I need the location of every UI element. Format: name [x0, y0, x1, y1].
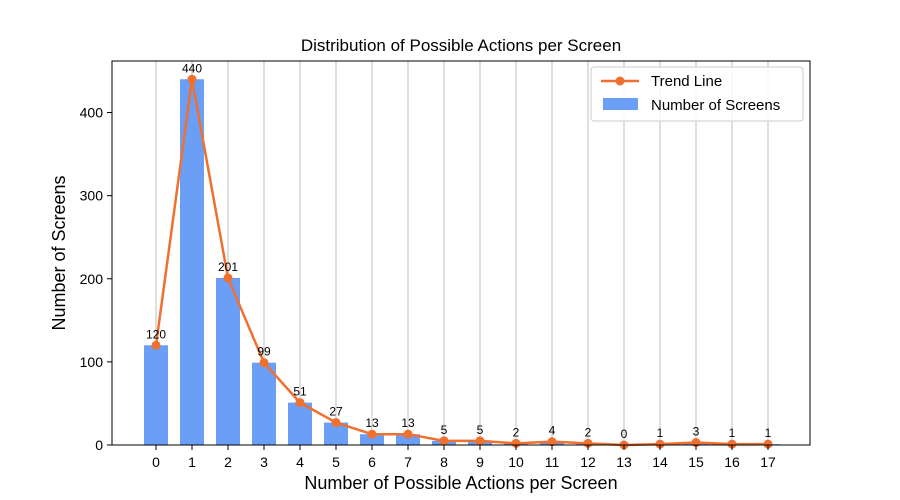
x-tick-label-5: 5	[332, 454, 340, 470]
data-label-11: 4	[549, 424, 556, 438]
legend-bar-swatch	[603, 98, 638, 110]
x-tick-label-6: 6	[368, 454, 376, 470]
x-tick-label-3: 3	[260, 454, 268, 470]
data-label-2: 201	[218, 260, 238, 274]
x-tick-label-8: 8	[440, 454, 448, 470]
chart-title: Distribution of Possible Actions per Scr…	[301, 36, 621, 55]
data-label-13: 0	[621, 427, 628, 441]
x-tick-label-15: 15	[688, 454, 704, 470]
x-tick-label-14: 14	[652, 454, 668, 470]
plot-frame	[111, 60, 811, 446]
trend-point-0	[151, 340, 161, 350]
x-tick-label-0: 0	[152, 454, 160, 470]
x-tick-label-12: 12	[580, 454, 596, 470]
trend-point-2	[223, 273, 233, 283]
trend-point-6	[367, 429, 377, 439]
bar-4	[288, 402, 312, 445]
data-label-16: 1	[729, 426, 736, 440]
bar-6	[360, 434, 384, 445]
y-tick-label-0: 0	[95, 437, 103, 453]
x-tick-label-10: 10	[508, 454, 524, 470]
y-tick-label-100: 100	[80, 354, 104, 370]
x-tick-label-9: 9	[476, 454, 484, 470]
data-label-6: 13	[365, 416, 379, 430]
data-label-4: 51	[293, 385, 307, 399]
trend-point-12	[583, 438, 593, 448]
trend-point-7	[403, 429, 413, 439]
data-label-10: 2	[513, 425, 520, 439]
y-axis-title: Number of Screens	[49, 175, 69, 330]
x-axis-title: Number of Possible Actions per Screen	[304, 473, 617, 493]
data-label-1: 440	[182, 61, 202, 75]
x-tick-label-11: 11	[545, 454, 560, 470]
trend-point-9	[475, 436, 485, 446]
data-label-3: 99	[257, 345, 271, 359]
y-tick-label-400: 400	[80, 105, 104, 121]
trend-point-11	[547, 437, 557, 447]
x-tick-label-4: 4	[296, 454, 304, 470]
legend-trend-marker	[615, 76, 625, 86]
trend-point-8	[439, 436, 449, 446]
trend-point-17	[763, 439, 773, 449]
x-tick-label-13: 13	[616, 454, 632, 470]
data-label-17: 1	[765, 426, 772, 440]
bar-2	[216, 277, 240, 445]
data-label-5: 27	[329, 405, 343, 419]
x-tick-label-17: 17	[760, 454, 776, 470]
legend-bar-label: Number of Screens	[651, 97, 780, 114]
data-label-9: 5	[477, 423, 484, 437]
legend-box	[590, 66, 804, 122]
y-tick-label-200: 200	[80, 271, 104, 287]
x-tick-label-1: 1	[188, 454, 196, 470]
legend: Trend Line Number of Screens	[590, 66, 804, 122]
data-label-15: 3	[693, 425, 700, 439]
bars	[144, 79, 780, 446]
trend-point-5	[331, 418, 341, 428]
trend-point-3	[259, 358, 269, 368]
bar-7	[396, 434, 420, 445]
bar-3	[252, 362, 276, 445]
x-tick-label-16: 16	[724, 454, 740, 470]
data-label-8: 5	[441, 423, 448, 437]
trend-point-1	[187, 74, 197, 84]
data-label-12: 2	[585, 425, 592, 439]
x-tick-label-2: 2	[224, 454, 232, 470]
data-label-14: 1	[657, 426, 664, 440]
trend-point-14	[655, 439, 665, 449]
data-label-0: 120	[146, 327, 166, 341]
grid	[155, 61, 769, 445]
trend-point-10	[511, 438, 521, 448]
y-tick-label-300: 300	[80, 188, 104, 204]
trend-line-layer	[151, 74, 773, 450]
x-tick-label-7: 7	[404, 454, 412, 470]
legend-trend-label: Trend Line	[651, 73, 722, 90]
trend-point-4	[295, 398, 305, 408]
trend-point-16	[727, 439, 737, 449]
trend-line	[154, 78, 768, 447]
bar-5	[324, 422, 348, 445]
bar-0	[144, 345, 168, 445]
data-label-7: 13	[401, 416, 415, 430]
